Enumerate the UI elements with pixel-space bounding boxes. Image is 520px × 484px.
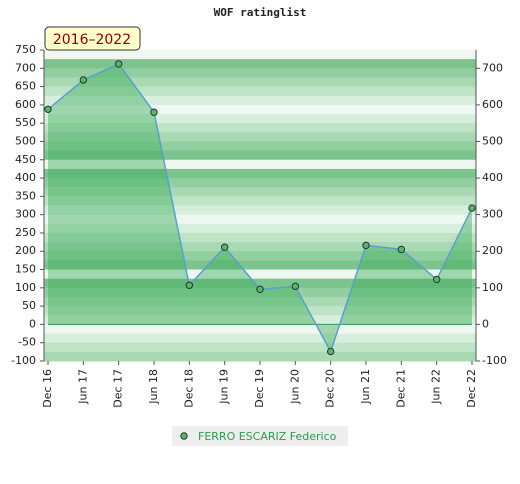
- background-band: [44, 178, 476, 188]
- point: [79, 76, 88, 84]
- y2-tick-label: 0: [482, 317, 489, 330]
- y-tick-label: 450: [15, 153, 36, 166]
- point: [362, 241, 370, 250]
- y-tick-label: 700: [15, 61, 36, 74]
- legend-label: FERRO ESCARIZ Federico: [198, 430, 337, 443]
- y2-tick-label: 300: [482, 208, 503, 221]
- legend-marker: [180, 432, 188, 440]
- background-band: [44, 214, 476, 225]
- x-tick-label: Dec 16: [41, 369, 54, 408]
- background-band: [44, 95, 476, 106]
- background-band: [44, 278, 476, 289]
- background-band: [44, 68, 476, 78]
- x-tick-label: Jun 19: [218, 369, 231, 405]
- background-band: [44, 59, 476, 69]
- point: [114, 60, 123, 68]
- chart-title: WOF ratinglist: [214, 6, 307, 19]
- background-band: [44, 306, 476, 316]
- x-tick-label: Dec 20: [324, 369, 337, 408]
- y-tick-label: 650: [15, 80, 36, 93]
- y2-tick-label: 200: [482, 244, 503, 257]
- background-band: [44, 50, 476, 60]
- y-tick-label: 150: [15, 263, 36, 276]
- plot-area: [44, 50, 476, 362]
- background-band: [44, 296, 476, 307]
- background-band: [44, 342, 476, 353]
- y-tick-label: 600: [15, 98, 36, 111]
- x-tick-label: Dec 22: [465, 369, 478, 408]
- x-tick-label: Jun 21: [359, 369, 372, 405]
- y2-tick-label: -100: [482, 354, 507, 367]
- background-band: [44, 315, 476, 325]
- y-tick-label: 350: [15, 189, 36, 202]
- background-band: [44, 205, 476, 216]
- background-band: [44, 123, 476, 133]
- point: [397, 245, 406, 254]
- y-tick-label: -100: [11, 354, 36, 367]
- background-band: [44, 168, 476, 179]
- point: [185, 281, 194, 289]
- background-band: [44, 260, 476, 271]
- x-tick-label: Jun 22: [430, 369, 443, 405]
- x-tick-label: Jun 18: [147, 369, 160, 405]
- background-band: [44, 159, 476, 170]
- x-tick-label: Jun 17: [76, 369, 89, 405]
- background-band: [44, 196, 476, 206]
- y-tick-label: 100: [15, 281, 36, 294]
- x-tick-label: Dec 17: [112, 369, 125, 408]
- y-tick-label: 750: [15, 43, 36, 56]
- background-band: [44, 223, 476, 234]
- background-band: [44, 333, 476, 344]
- point: [150, 108, 158, 116]
- background-band: [44, 77, 476, 88]
- y-tick-label: 300: [15, 208, 36, 221]
- y-tick-label: 200: [15, 244, 36, 257]
- y-tick-label: -50: [18, 336, 36, 349]
- point: [256, 285, 264, 293]
- y2-tick-label: 100: [482, 281, 503, 294]
- y2-tick-label: 400: [482, 171, 503, 184]
- y-tick-label: 550: [15, 116, 36, 129]
- point: [220, 243, 229, 251]
- badge: 2016–2022: [53, 32, 131, 48]
- background-band: [44, 242, 476, 252]
- background-band: [44, 141, 476, 152]
- background-band: [44, 232, 476, 243]
- point: [44, 105, 52, 113]
- y-tick-label: 250: [15, 226, 36, 239]
- y-tick-label: 400: [15, 171, 36, 184]
- background-band: [44, 150, 476, 161]
- y2-tick-label: 500: [482, 134, 503, 147]
- badge-box: [44, 26, 141, 51]
- x-tick-label: Dec 21: [394, 369, 407, 408]
- point: [326, 347, 335, 356]
- y-tick-label: 50: [22, 299, 36, 312]
- background-band: [44, 351, 476, 362]
- background-band: [44, 114, 476, 124]
- point: [468, 204, 476, 212]
- background-band: [44, 132, 476, 142]
- background-band: [44, 324, 476, 335]
- y2-tick-label: 600: [482, 98, 503, 111]
- x-tick-label: Dec 19: [253, 369, 266, 408]
- point: [432, 275, 441, 284]
- background-band: [44, 104, 476, 115]
- y-tick-label: 500: [15, 134, 36, 147]
- legend: [172, 426, 348, 446]
- background-band: [44, 251, 476, 261]
- area: [48, 63, 472, 352]
- background-band: [44, 187, 476, 197]
- point: [291, 282, 300, 291]
- x-tick-label: Jun 20: [288, 369, 301, 405]
- y2-tick-label: 700: [482, 61, 503, 74]
- background-band: [44, 269, 476, 280]
- background-band: [44, 86, 476, 97]
- x-tick-label: Dec 18: [182, 369, 195, 408]
- y-tick-label: 0: [29, 317, 36, 330]
